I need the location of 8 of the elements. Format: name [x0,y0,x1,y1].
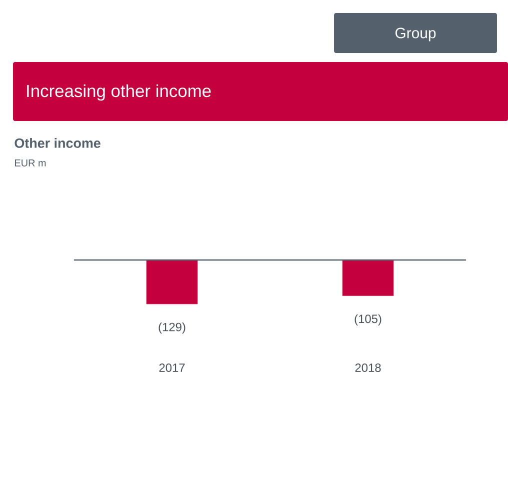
x-tick-label: 2017 [159,364,185,372]
x-tick-label: 2018 [355,364,381,372]
data-label: (129) [158,322,186,334]
data-label: (105) [354,314,382,326]
text: Increasing other income [27,84,211,101]
chart-title: Other income [14,138,100,148]
text: Group [395,28,436,42]
chart-subtitle: EUR m [15,160,46,166]
